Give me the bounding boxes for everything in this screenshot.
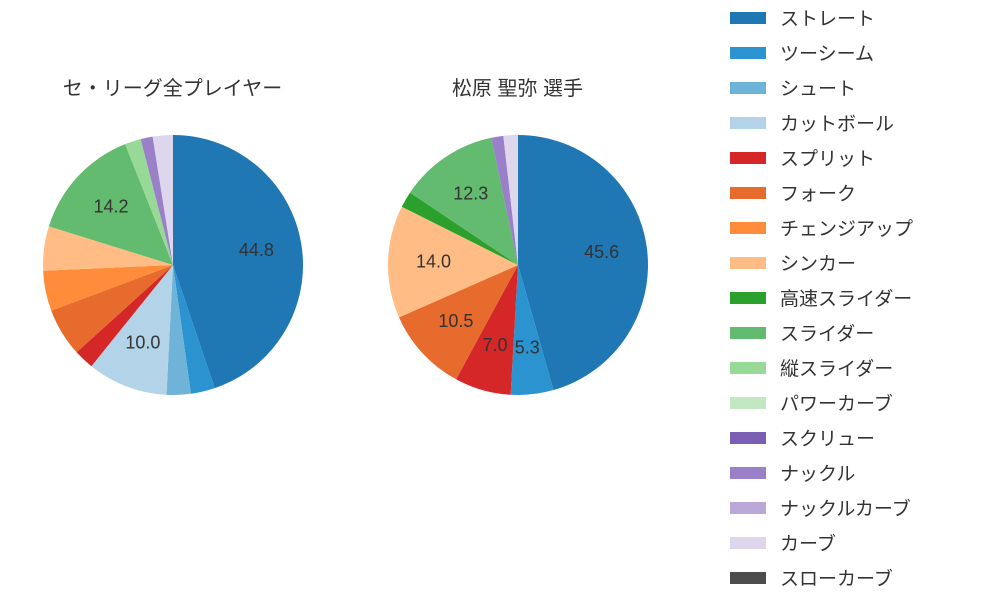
pie-slice-label: 12.3 bbox=[453, 184, 488, 204]
pie-slice-label: 10.5 bbox=[438, 311, 473, 331]
legend-item: シンカー bbox=[710, 245, 990, 280]
legend-item: スプリット bbox=[710, 140, 990, 175]
legend-swatch bbox=[730, 537, 766, 549]
legend-item: チェンジアップ bbox=[710, 210, 990, 245]
legend-label: シンカー bbox=[780, 249, 856, 276]
pie-slice-label: 44.8 bbox=[238, 240, 273, 260]
pie-chart-right: 45.6 5.3 7.0 10.5 14.0 12.3 bbox=[368, 115, 668, 415]
legend-item: 高速スライダー bbox=[710, 280, 990, 315]
legend-item: 縦スライダー bbox=[710, 350, 990, 385]
pie-slice-label: 5.3 bbox=[514, 338, 539, 358]
legend-item: フォーク bbox=[710, 175, 990, 210]
pie-slice-label: 7.0 bbox=[482, 335, 507, 355]
legend-item: シュート bbox=[710, 70, 990, 105]
pie-slice-label: 14.2 bbox=[93, 196, 128, 216]
pie-slice-label: 45.6 bbox=[584, 242, 619, 262]
legend-swatch bbox=[730, 397, 766, 409]
legend-swatch bbox=[730, 467, 766, 479]
legend-label: 高速スライダー bbox=[780, 284, 912, 311]
legend-swatch bbox=[730, 82, 766, 94]
legend-item: パワーカーブ bbox=[710, 385, 990, 420]
legend-item: ストレート bbox=[710, 0, 990, 35]
legend-item: ナックルカーブ bbox=[710, 490, 990, 525]
legend-swatch bbox=[730, 47, 766, 59]
legend-label: 縦スライダー bbox=[780, 354, 893, 381]
legend-item: スライダー bbox=[710, 315, 990, 350]
legend-label: スローカーブ bbox=[780, 564, 893, 591]
legend-label: シュート bbox=[780, 74, 856, 101]
legend-item: カットボール bbox=[710, 105, 990, 140]
legend-swatch bbox=[730, 187, 766, 199]
legend-label: スクリュー bbox=[780, 424, 875, 451]
legend-label: フォーク bbox=[780, 179, 856, 206]
legend-label: ストレート bbox=[780, 4, 875, 31]
legend-label: カーブ bbox=[780, 529, 836, 556]
legend-label: ツーシーム bbox=[780, 39, 874, 66]
legend-label: パワーカーブ bbox=[780, 389, 893, 416]
charts-area: セ・リーグ全プレイヤー 44.8 10.0 14.2 松原 聖弥 選手 45.6 5.… bbox=[0, 0, 690, 600]
pie-slice-label: 14.0 bbox=[416, 252, 451, 272]
legend-swatch bbox=[730, 12, 766, 24]
legend-label: チェンジアップ bbox=[780, 214, 913, 241]
pie-chart-left: 44.8 10.0 14.2 bbox=[23, 115, 323, 415]
legend-label: ナックルカーブ bbox=[780, 494, 911, 521]
legend-item: ナックル bbox=[710, 455, 990, 490]
legend-label: スプリット bbox=[780, 144, 875, 171]
legend-swatch bbox=[730, 572, 766, 584]
legend-swatch bbox=[730, 362, 766, 374]
legend-swatch bbox=[730, 257, 766, 269]
legend-swatch bbox=[730, 432, 766, 444]
legend-label: ナックル bbox=[780, 459, 855, 486]
legend-swatch bbox=[730, 327, 766, 339]
legend-item: ツーシーム bbox=[710, 35, 990, 70]
chart-right-title: 松原 聖弥 選手 bbox=[345, 72, 690, 101]
pie-slice-label: 10.0 bbox=[125, 333, 160, 353]
chart-left-title: セ・リーグ全プレイヤー bbox=[0, 72, 345, 101]
legend-swatch bbox=[730, 502, 766, 514]
legend-label: スライダー bbox=[780, 319, 874, 346]
legend-item: カーブ bbox=[710, 525, 990, 560]
legend-swatch bbox=[730, 152, 766, 164]
legend-swatch bbox=[730, 222, 766, 234]
legend-item: スクリュー bbox=[710, 420, 990, 455]
chart-right: 松原 聖弥 選手 45.6 5.3 7.0 10.5 14.0 12.3 bbox=[345, 0, 690, 600]
legend-swatch bbox=[730, 292, 766, 304]
legend: ストレートツーシームシュートカットボールスプリットフォークチェンジアップシンカー… bbox=[710, 0, 990, 595]
chart-left: セ・リーグ全プレイヤー 44.8 10.0 14.2 bbox=[0, 0, 345, 600]
legend-swatch bbox=[730, 117, 766, 129]
legend-label: カットボール bbox=[780, 109, 894, 136]
legend-item: スローカーブ bbox=[710, 560, 990, 595]
